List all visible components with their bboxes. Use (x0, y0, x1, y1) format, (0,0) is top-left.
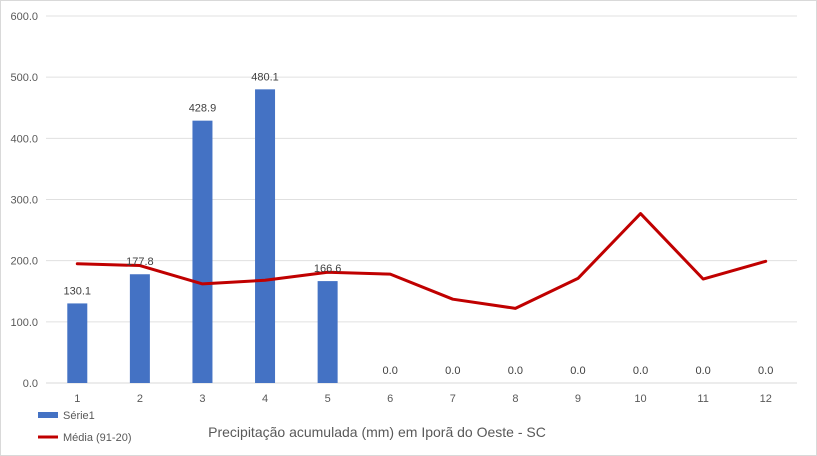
line-series (75, 212, 768, 310)
x-tick-label: 10 (634, 393, 646, 405)
legend: Série1 Média (91-20) (38, 410, 131, 444)
y-tick-label: 200.0 (10, 256, 38, 268)
chart-title: Precipitação acumulada (mm) em Iporã do … (208, 424, 546, 440)
y-axis-ticks: 0.0 100.0 200.0 300.0 400.0 500.0 600.0 (10, 11, 38, 390)
bar-data-label: 177.8 (126, 256, 154, 268)
x-tick-label: 11 (697, 393, 708, 405)
bar-data-label: 0.0 (445, 365, 460, 377)
bar-data-label: 428.9 (189, 103, 217, 115)
bar (192, 120, 213, 384)
bar-data-label: 0.0 (758, 365, 773, 377)
grid-layer (46, 15, 797, 384)
bar-series (67, 89, 338, 384)
bar (129, 274, 150, 383)
bar-data-label: 0.0 (570, 365, 585, 377)
y-tick-label: 600.0 (10, 11, 38, 23)
x-tick-label: 5 (325, 393, 331, 405)
bar-data-label: 480.1 (251, 71, 279, 83)
bar-data-label: 0.0 (383, 365, 398, 377)
x-axis-ticks: 1 2 3 4 5 6 7 8 9 10 11 12 (74, 393, 772, 405)
bar-data-label: 166.6 (314, 263, 342, 275)
x-tick-label: 3 (199, 393, 205, 405)
bar-data-label: 0.0 (633, 365, 648, 377)
x-tick-label: 7 (450, 393, 456, 405)
legend-label-average: Média (91-20) (63, 432, 131, 444)
x-tick-label: 8 (512, 393, 518, 405)
bar (67, 303, 88, 383)
x-tick-label: 12 (760, 393, 772, 405)
average-line (75, 212, 768, 310)
legend-swatch-series1 (38, 412, 58, 418)
y-tick-label: 100.0 (10, 317, 38, 329)
y-tick-label: 500.0 (10, 72, 38, 84)
x-tick-label: 2 (137, 393, 143, 405)
x-tick-label: 9 (575, 393, 581, 405)
bar-data-label: 0.0 (695, 365, 710, 377)
y-tick-label: 300.0 (10, 195, 38, 207)
x-tick-label: 4 (262, 393, 268, 405)
bar-data-label: 130.1 (64, 285, 92, 297)
y-tick-label: 400.0 (10, 133, 38, 145)
x-tick-label: 6 (387, 393, 393, 405)
data-labels: 130.1 177.8 428.9 480.1 166.6 0.0 0.0 0.0 0.0 0.0… (64, 71, 774, 377)
x-tick-label: 1 (74, 393, 80, 405)
y-tick-label: 0.0 (23, 378, 38, 390)
bar (255, 89, 276, 383)
bar (317, 281, 338, 383)
bar-data-label: 0.0 (508, 365, 523, 377)
legend-label-series1: Série1 (63, 410, 95, 422)
